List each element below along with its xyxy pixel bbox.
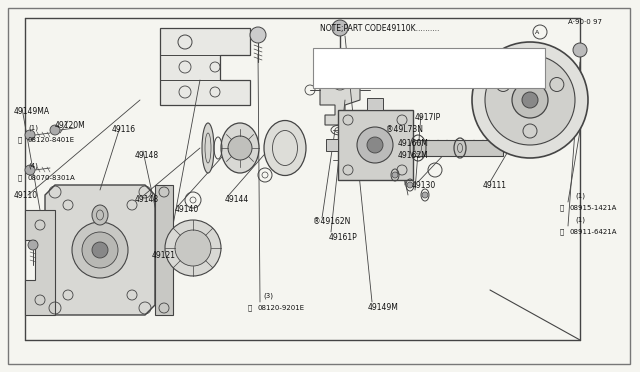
Text: NOTE;PART CODE49110K..........: NOTE;PART CODE49110K.......... — [320, 23, 440, 32]
Circle shape — [82, 232, 118, 268]
Text: 49111: 49111 — [483, 180, 507, 189]
Text: 49160M: 49160M — [398, 138, 429, 148]
Circle shape — [92, 242, 108, 258]
Text: Ⓑ: Ⓑ — [18, 137, 22, 143]
Circle shape — [472, 42, 588, 158]
Circle shape — [28, 240, 38, 250]
Circle shape — [392, 172, 398, 178]
Circle shape — [407, 182, 413, 188]
Text: 49130: 49130 — [412, 180, 436, 189]
Text: Ⓑ: Ⓑ — [18, 175, 22, 181]
Text: 49161P: 49161P — [329, 232, 358, 241]
Bar — [413, 140, 503, 156]
Text: A: A — [535, 29, 539, 35]
Bar — [338, 110, 413, 180]
Circle shape — [512, 82, 548, 118]
Polygon shape — [320, 65, 360, 125]
Text: (3): (3) — [263, 293, 273, 299]
Text: (1): (1) — [575, 193, 585, 199]
Text: Ⓑ: Ⓑ — [248, 305, 252, 311]
Circle shape — [175, 230, 211, 266]
Bar — [313, 48, 545, 88]
Circle shape — [367, 137, 383, 153]
Circle shape — [25, 165, 35, 175]
Text: 49162M: 49162M — [398, 151, 429, 160]
Text: 49116: 49116 — [112, 125, 136, 135]
Text: 49148: 49148 — [135, 151, 159, 160]
Circle shape — [228, 136, 252, 160]
Text: 49149M: 49149M — [368, 304, 399, 312]
Text: 4917IP: 4917IP — [415, 113, 441, 122]
Text: 49110: 49110 — [14, 190, 38, 199]
Text: (1): (1) — [575, 217, 585, 223]
Circle shape — [25, 130, 35, 140]
Text: 08120-9201E: 08120-9201E — [258, 305, 305, 311]
Circle shape — [573, 43, 587, 57]
Text: 49140: 49140 — [175, 205, 199, 215]
Text: 08120-8401E: 08120-8401E — [28, 137, 75, 143]
Circle shape — [72, 222, 128, 278]
Polygon shape — [25, 210, 55, 315]
Bar — [155, 185, 173, 315]
Circle shape — [50, 125, 60, 135]
Polygon shape — [45, 185, 155, 315]
Text: 49120M: 49120M — [55, 121, 86, 129]
Polygon shape — [160, 28, 250, 105]
Circle shape — [422, 192, 428, 198]
Bar — [367, 98, 383, 110]
Text: Ⓦ: Ⓦ — [560, 205, 564, 211]
Text: ®49L73N: ®49L73N — [386, 125, 423, 135]
Text: 49144: 49144 — [225, 196, 249, 205]
Text: ®49162N: ®49162N — [313, 218, 350, 227]
Bar — [330, 55, 350, 65]
Circle shape — [357, 127, 393, 163]
Ellipse shape — [202, 123, 214, 173]
Circle shape — [522, 92, 538, 108]
Ellipse shape — [92, 205, 108, 225]
Text: 49148: 49148 — [135, 196, 159, 205]
Text: 49149MA: 49149MA — [14, 108, 50, 116]
Text: (4): (4) — [28, 163, 38, 169]
Text: A·90·0 97: A·90·0 97 — [568, 19, 602, 25]
Circle shape — [165, 220, 221, 276]
Circle shape — [332, 20, 348, 36]
Text: Ⓝ: Ⓝ — [560, 229, 564, 235]
Bar — [326, 139, 338, 151]
Text: 49121: 49121 — [152, 250, 176, 260]
Circle shape — [336, 78, 344, 86]
Circle shape — [485, 55, 575, 145]
Circle shape — [335, 50, 345, 60]
Text: 08915-1421A: 08915-1421A — [570, 205, 618, 211]
Text: 08070-8301A: 08070-8301A — [28, 175, 76, 181]
Circle shape — [250, 27, 266, 43]
Text: 08911-6421A: 08911-6421A — [570, 229, 618, 235]
Text: (1): (1) — [28, 125, 38, 131]
Ellipse shape — [221, 123, 259, 173]
Ellipse shape — [264, 121, 306, 176]
